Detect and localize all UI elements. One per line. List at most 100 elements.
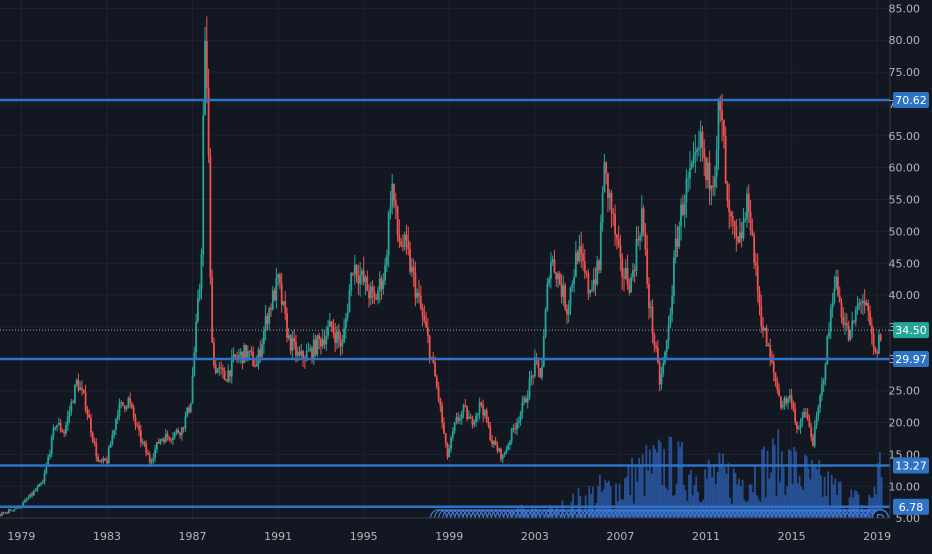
candle-body [785,397,788,404]
candle-body [585,272,588,274]
time-tick-label: 2015 [778,530,806,543]
candle-body [31,493,33,496]
candle-body [56,424,58,428]
candle-body [689,168,691,179]
candle-body [494,440,497,446]
candle-body [129,398,132,404]
candle-body [842,317,845,325]
candle-body [229,370,231,377]
candle-body [441,405,444,423]
candle-body [127,398,130,407]
candle-body [571,284,574,288]
candle-body [172,437,174,441]
candle-body [164,433,167,443]
volume-bar [714,484,717,550]
candle-body [591,289,593,291]
candle-body [630,277,633,293]
candle-body [49,453,51,457]
candle-body [86,409,89,415]
candle-body [484,410,486,416]
candle-body [546,283,549,310]
candle-body [403,234,406,247]
candle-body [443,422,445,434]
candle-body [405,234,408,241]
candle-body [544,309,547,337]
candle-body [352,273,354,275]
candle-body [282,301,285,305]
candle-body [120,402,123,404]
candle-body [350,273,353,291]
candle-body [558,273,561,285]
candle-body [592,279,595,290]
candle-body [223,370,226,380]
candle-body [523,398,526,402]
candle-body [428,335,431,358]
candle-body [328,321,331,328]
volume-bar [789,450,792,550]
candle-body [287,335,290,338]
candle-body [612,212,615,214]
candle-body [79,387,82,391]
candle-body [214,364,217,374]
last-price-text: 34.50 [895,324,927,337]
candle-body [583,261,586,273]
candle-body [862,300,864,304]
candle-body [421,307,424,316]
candle-body [13,509,16,511]
candle-body [840,302,843,318]
candle-body [180,427,183,436]
candle-body [521,401,524,413]
last-price-label-group: 34.50 [893,322,929,339]
candle-body [833,287,836,303]
candle-body [642,208,645,233]
candle-body [475,415,477,423]
level-price-badge [893,92,929,109]
candle-body [665,340,668,352]
candle-body [155,442,158,450]
volume-bar [763,446,765,550]
candle-body [339,339,342,347]
candle-body [594,279,597,285]
time-tick-label: 1991 [264,530,292,543]
candle-body [459,418,461,421]
candle-body [239,351,242,356]
candle-body [246,351,249,358]
candle-body [270,308,272,310]
candle-body [227,370,230,382]
candle-body [865,303,868,305]
candle-body [874,347,877,352]
candle-body [47,456,50,465]
level-price-badge [893,351,929,368]
candle-body [464,405,467,407]
volume-bar [805,456,808,550]
candle-body [207,87,210,156]
time-axis-background[interactable] [0,518,932,550]
candle-body [669,313,672,325]
candle-body [589,290,592,294]
volume-bar [811,460,813,550]
candle-body [831,302,834,308]
candle-body [633,270,636,272]
level-price-text: 13.27 [895,459,927,472]
candle-body [632,270,634,278]
price-tick-label: 80.00 [889,34,921,47]
candle-body [564,285,567,309]
candle-body [261,344,263,357]
candle-body [796,422,798,429]
candle-body [245,345,247,358]
candle-body [516,423,518,430]
candle-body [22,502,25,507]
candle-body [676,238,679,247]
candle-body [623,276,625,279]
candle-body [453,422,456,432]
volume-bar [659,441,662,550]
candle-body [75,380,78,385]
candle-body [719,101,722,111]
candle-body [84,392,87,410]
candle-body [667,324,670,341]
volume-bar [722,453,724,550]
candle-body [277,274,280,278]
candle-body [687,178,690,180]
candle-body [624,267,627,279]
candle-body [312,339,315,359]
